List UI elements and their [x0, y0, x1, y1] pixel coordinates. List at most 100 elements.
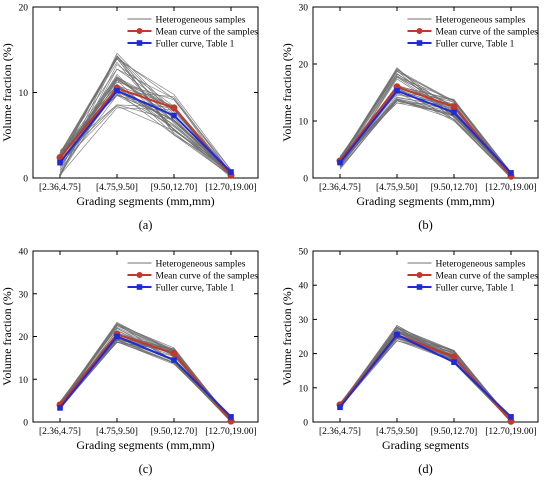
legend-entry: Mean curve of the samples	[156, 27, 259, 38]
data-point-square	[57, 159, 63, 166]
series-heterogeneous-samples	[59, 52, 232, 178]
sample-line	[59, 63, 232, 176]
y-tick-label: 0	[303, 175, 308, 185]
data-point-square	[114, 87, 120, 94]
y-tick-label: 40	[299, 282, 309, 292]
sample-line	[59, 341, 232, 421]
legend-marker-circle	[136, 28, 143, 34]
x-tick-label: [9.50,12.70]	[431, 427, 478, 437]
data-point-circle	[450, 353, 458, 361]
sample-line	[59, 58, 232, 171]
data-point-circle	[170, 350, 178, 358]
x-tick-label: [2.36,4.75]	[39, 427, 81, 437]
data-point-square	[394, 87, 400, 94]
y-axis-label: Volume fraction (%)	[0, 43, 14, 141]
y-tick-label: 20	[299, 61, 309, 71]
sample-line	[339, 99, 512, 179]
x-tick-label: [9.50,12.70]	[151, 183, 198, 193]
sample-line	[339, 340, 512, 420]
x-tick-label: [4.75,9.50]	[96, 427, 138, 437]
sample-line	[59, 84, 232, 175]
legend-entry: Heterogeneous samples	[436, 260, 526, 270]
series-fuller-curve	[337, 331, 514, 420]
y-tick-label: 20	[19, 333, 29, 343]
y-tick-label: 10	[299, 118, 309, 128]
sample-line	[339, 337, 512, 422]
chart-panel-d: 0 10 20 30 40 50 [2.36,4.75] [4.75,9.50] [9.50,1…	[280, 248, 539, 476]
sample-line	[339, 100, 512, 173]
data-point-square	[57, 405, 63, 411]
legend-entry: Mean curve of the samples	[156, 271, 259, 282]
plot-frame	[312, 250, 539, 423]
chart-panel-b: 0 10 20 30 [2.36,4.75] [4.75,9.50] [9.50,12.70…	[280, 4, 539, 232]
sample-line	[59, 81, 232, 173]
series-line	[339, 333, 512, 418]
data-point-square	[508, 414, 514, 420]
data-point-circle	[450, 103, 458, 111]
legend-marker-square	[416, 284, 423, 290]
x-tick-label: [4.75,9.50]	[376, 183, 418, 193]
x-tick-label: [9.50,12.70]	[431, 183, 478, 193]
series-heterogeneous-samples	[339, 67, 512, 179]
legend-marker-circle	[136, 272, 143, 278]
data-point-square	[171, 357, 177, 363]
y-tick-label: 0	[303, 419, 308, 429]
legend-marker-square	[136, 40, 143, 46]
x-tick-label: [2.36,4.75]	[319, 427, 361, 437]
y-tick-label: 30	[299, 4, 309, 14]
series-line	[339, 89, 512, 174]
series-fuller-curve	[57, 87, 234, 175]
sample-line	[339, 98, 512, 176]
panel-label: (a)	[139, 218, 153, 232]
legend-entry: Mean curve of the samples	[436, 271, 539, 282]
data-point-square	[451, 359, 457, 365]
sample-line	[59, 83, 232, 173]
y-axis-label: Volume fraction (%)	[280, 287, 294, 385]
x-tick-label: [4.75,9.50]	[376, 427, 418, 437]
y-tick-label: 10	[299, 384, 309, 394]
sample-line	[59, 55, 232, 171]
x-tick-label: [9.50,12.70]	[151, 427, 198, 437]
sample-line	[59, 341, 232, 421]
x-tick-label: [2.36,4.75]	[39, 183, 81, 193]
sample-line	[59, 55, 232, 177]
sample-line	[59, 332, 232, 420]
legend-entry: Mean curve of the samples	[436, 27, 539, 38]
panel-label: (d)	[418, 462, 433, 476]
sample-line	[59, 57, 232, 171]
legend-entry: Heterogeneous samples	[156, 16, 246, 26]
sample-line	[339, 98, 512, 179]
series-line	[59, 335, 232, 418]
sample-line	[59, 91, 232, 175]
x-tick-label: [2.36,4.75]	[319, 183, 361, 193]
x-tick-label: [4.75,9.50]	[96, 183, 138, 193]
x-axis-label: Grading segments (mm,mm)	[76, 438, 214, 452]
sample-line	[339, 76, 512, 174]
legend-entry: Fuller curve, Table 1	[436, 40, 515, 50]
x-axis-label: Grading segments (mm,mm)	[356, 194, 494, 208]
legend-marker-circle	[416, 28, 423, 34]
x-axis-label: Grading segments	[382, 438, 469, 452]
series-fuller-curve	[337, 87, 514, 176]
data-point-square	[228, 414, 234, 420]
y-axis-label: Volume fraction (%)	[280, 43, 294, 141]
x-tick-label: [12.70,19.00]	[205, 427, 256, 437]
chart-panel-a: 0 10 20 [2.36,4.75] [4.75,9.50] [9.50,12.70] […	[0, 4, 259, 232]
y-tick-label: 10	[19, 89, 29, 99]
sample-line	[59, 341, 232, 422]
sample-line	[59, 342, 232, 421]
data-point-square	[171, 112, 177, 119]
data-point-circle	[170, 104, 178, 112]
sample-line	[339, 102, 512, 175]
x-axis-label: Grading segments (mm,mm)	[76, 194, 214, 208]
data-point-square	[114, 333, 120, 340]
plot-frame	[312, 6, 539, 179]
y-tick-label: 20	[299, 350, 309, 360]
y-tick-label: 10	[19, 376, 29, 386]
sample-line	[59, 57, 232, 176]
sample-line	[339, 340, 512, 422]
